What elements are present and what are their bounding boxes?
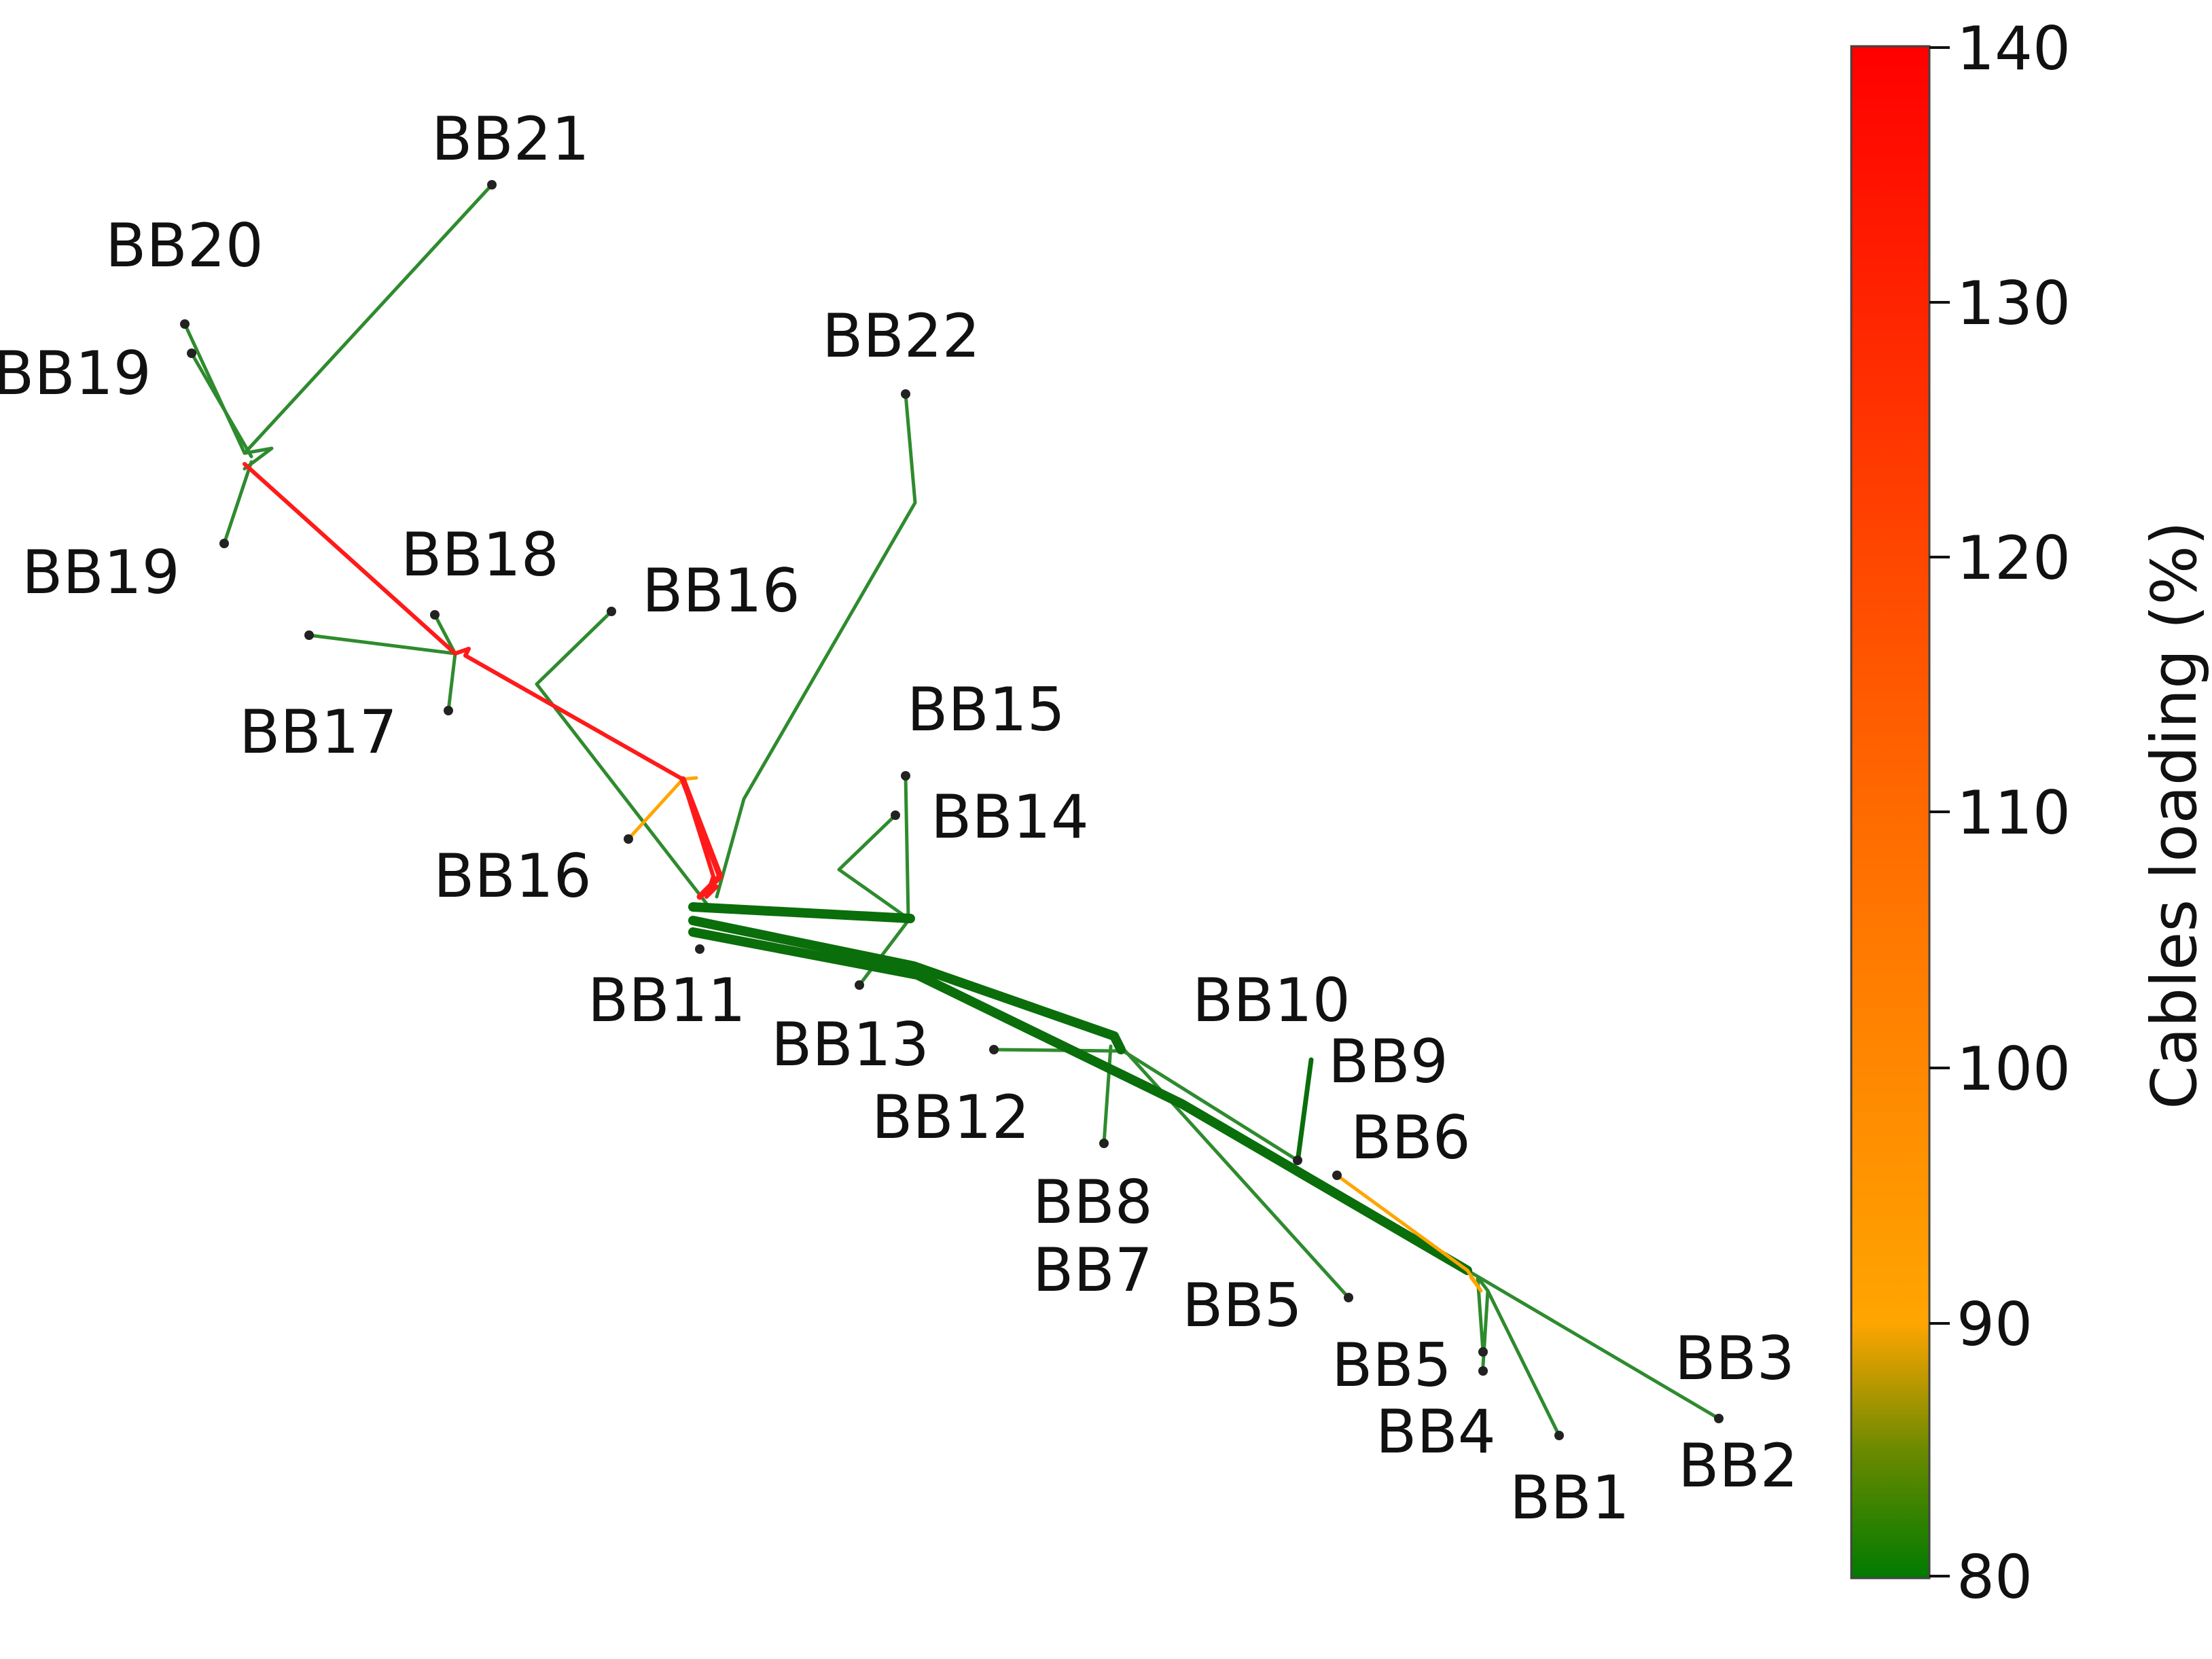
bus-label: BB13 [771,1010,929,1080]
cable-red-thick [679,776,724,900]
cable-bb18 [433,613,457,656]
node [607,607,616,616]
bus-label: BB11 [588,965,746,1035]
bus-label: BB2 [1678,1431,1798,1501]
node [1714,1414,1724,1423]
colorbar-tick-label: 110 [1957,778,2071,848]
cable-trunk-a [688,902,915,923]
bus-label: BB20 [105,211,264,281]
node [891,810,900,820]
colorbar-title: Cables loading (%) [2138,521,2211,1109]
cable-bb8 [1102,1044,1113,1145]
cable-lines [183,183,1721,1438]
node [1478,1347,1488,1357]
node [1099,1139,1109,1148]
cable-bb6 [1335,1173,1469,1272]
bus-label: BB15 [907,675,1065,745]
cable-trunk-c [688,927,1472,1275]
bus-label: BB19 [22,537,180,607]
colorbar-tick-label: 120 [1957,523,2071,593]
node [1478,1366,1488,1376]
cable-bb12 [992,1048,1120,1053]
cable-bb20 [183,322,274,471]
node [624,834,633,844]
cable-trunk-b [688,916,1126,1054]
node [855,980,864,990]
node [219,539,229,548]
cable-bb15 [837,774,910,921]
node [901,771,910,781]
node [304,630,314,640]
bus-label: BB4 [1376,1397,1496,1467]
bus-label: BB19 [0,338,151,408]
colorbar-ticks [1929,46,1950,1577]
cable-bb22 [715,392,917,899]
bus-label: BB21 [431,104,590,174]
bus-label: BB9 [1328,1027,1448,1096]
cable-bb1 [1486,1289,1561,1438]
bus-label: BB18 [401,520,559,590]
node [487,180,497,190]
bus-label: BB5 [1332,1330,1452,1400]
bus-label: BB22 [822,301,980,371]
bus-label: BB12 [872,1082,1030,1152]
cable-bb3 [1465,1268,1721,1421]
node [901,389,910,399]
cable-bb19-upper [190,351,253,459]
bus-label: BB3 [1675,1323,1795,1393]
bus-label: BB6 [1351,1103,1471,1173]
node [695,944,704,954]
bus-label: BB7 [1033,1235,1153,1305]
colorbar-tick-label: 100 [1957,1034,2071,1104]
colorbar-tick-label: 140 [1957,14,2071,84]
bus-label: BB16 [433,841,592,911]
bus-label: BB14 [931,782,1089,852]
node [1332,1171,1342,1180]
colorbar-tick-label: 80 [1957,1542,2033,1612]
cable-bb16-upper [535,609,709,906]
bus-labels: BB21 BB20 BB19 BB19 BB18 BB16 BB22 BB17 … [0,104,1798,1533]
cable-bb4 [1476,1275,1490,1368]
node [444,706,453,715]
node [430,610,440,620]
bus-label: BB5 [1182,1270,1302,1340]
node [1293,1156,1302,1165]
cable-bb21 [243,183,494,455]
node [180,319,190,329]
bus-label: BB16 [642,556,800,626]
colorbar-gradient [1850,45,1931,1580]
cable-bb13 [857,918,910,987]
node [1344,1293,1353,1302]
bus-label: BB10 [1192,965,1351,1035]
cable-orange-knot [1465,1268,1483,1293]
node [989,1045,999,1054]
bus-nodes [180,180,1724,1440]
node [187,349,196,358]
cable-bb5-mid [1119,1044,1351,1300]
colorbar-tick-label: 90 [1957,1289,2033,1359]
bus-label: BB17 [239,697,397,767]
colorbar-tick-label: 130 [1957,268,2071,338]
colorbar: 140 130 120 110 100 90 80 Cables loading… [1850,14,2211,1612]
bus-label: BB8 [1033,1167,1153,1237]
cable-red-main [243,462,719,899]
node [1554,1431,1564,1440]
cable-bb10 [1119,1048,1300,1162]
bus-label: BB1 [1510,1463,1630,1533]
cable-bb9 [1295,1057,1314,1164]
cable-bb19-lower [222,460,253,546]
